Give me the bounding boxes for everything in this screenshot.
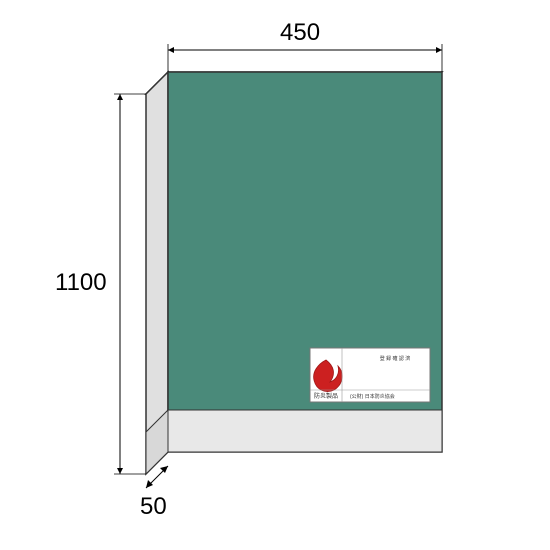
dimension-height: 1100 xyxy=(55,94,146,474)
cert-text-2: (公財) 日本防炎協会 xyxy=(350,393,395,400)
cert-label: 防炎製品 登 録 確 認 済 (公財) 日本防炎協会 xyxy=(310,348,430,402)
dim-height-label: 1100 xyxy=(55,269,107,296)
dimension-diagram: 防炎製品 登 録 確 認 済 (公財) 日本防炎協会 450 1100 50 xyxy=(0,0,550,550)
dim-width-label: 450 xyxy=(280,19,320,46)
dim-depth-label: 50 xyxy=(140,493,167,520)
panel-bottom-band xyxy=(168,410,442,452)
cert-text-3: 登 録 確 認 済 xyxy=(380,355,411,362)
cert-text-1: 防炎製品 xyxy=(314,392,338,400)
dimension-width: 450 xyxy=(168,19,442,72)
